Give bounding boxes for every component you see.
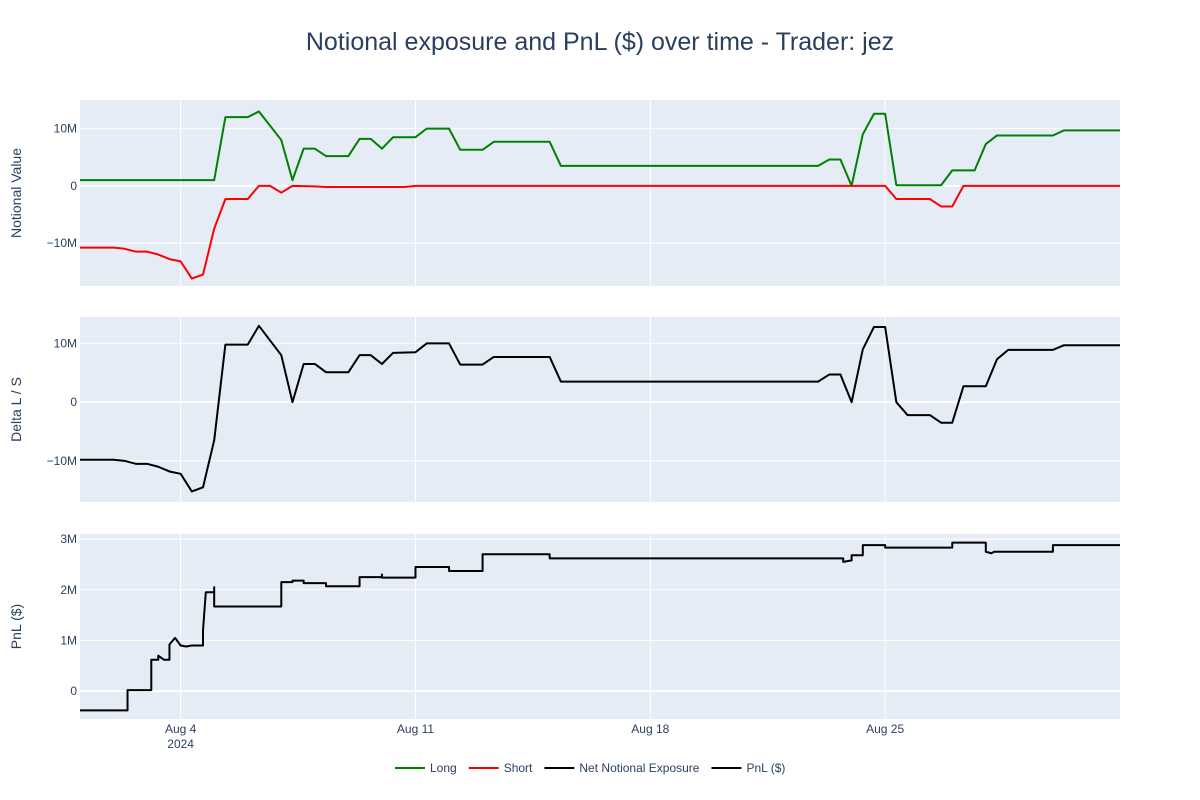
plot-panels: 10M 0 −10M Notional Value 10M 0 −10M Delta L / …	[8, 100, 1120, 719]
y-tick-label: 2M	[60, 583, 77, 597]
series-line-net	[80, 324, 1120, 493]
legend-label: PnL ($)	[746, 761, 785, 775]
legend: Long Short Net Notional Exposure PnL ($)	[395, 761, 785, 775]
legend-label: Long	[430, 761, 457, 775]
series-line-short	[80, 184, 1120, 280]
x-tick-label: Aug 11	[397, 722, 434, 736]
panel-1: 10M 0 −10M Notional Value	[8, 100, 1120, 286]
y-tick-label: 3M	[60, 532, 77, 546]
y-axis-label: Delta L / S	[8, 377, 24, 442]
legend-item-short: Short	[468, 761, 533, 775]
series-line-pnl	[80, 541, 1120, 712]
series-line-long	[80, 110, 1120, 187]
plot-background	[80, 534, 1120, 719]
x-tick-label: Aug 4	[165, 722, 197, 736]
y-tick-label: 1M	[60, 633, 77, 647]
x-tick-label: Aug 25	[866, 722, 904, 736]
y-axis-label: PnL ($)	[8, 604, 24, 649]
legend-label: Short	[504, 761, 533, 775]
y-tick-label: 0	[70, 684, 77, 698]
y-tick-label: −10M	[47, 236, 77, 250]
y-tick-label: 0	[70, 395, 77, 409]
y-tick-label: 0	[70, 179, 77, 193]
plot-background	[80, 317, 1120, 502]
y-tick-label: 10M	[54, 336, 77, 350]
legend-item-long: Long	[395, 761, 457, 775]
panel-3: 3M 2M 1M 0 PnL ($)	[8, 532, 1120, 719]
panel-2: 10M 0 −10M Delta L / S	[8, 317, 1120, 502]
legend-label: Net Notional Exposure	[579, 761, 699, 775]
legend-item-net: Net Notional Exposure	[544, 761, 700, 775]
y-tick-label: 10M	[54, 122, 77, 136]
chart-title: Notional exposure and PnL ($) over time …	[306, 28, 894, 56]
x-tick-label: Aug 18	[631, 722, 669, 736]
y-tick-label: −10M	[47, 454, 77, 468]
y-axis-label: Notional Value	[8, 148, 24, 238]
x-tick-sublabel: 2024	[167, 737, 194, 751]
plot-background	[80, 100, 1120, 286]
legend-item-pnl: PnL ($)	[711, 761, 785, 775]
